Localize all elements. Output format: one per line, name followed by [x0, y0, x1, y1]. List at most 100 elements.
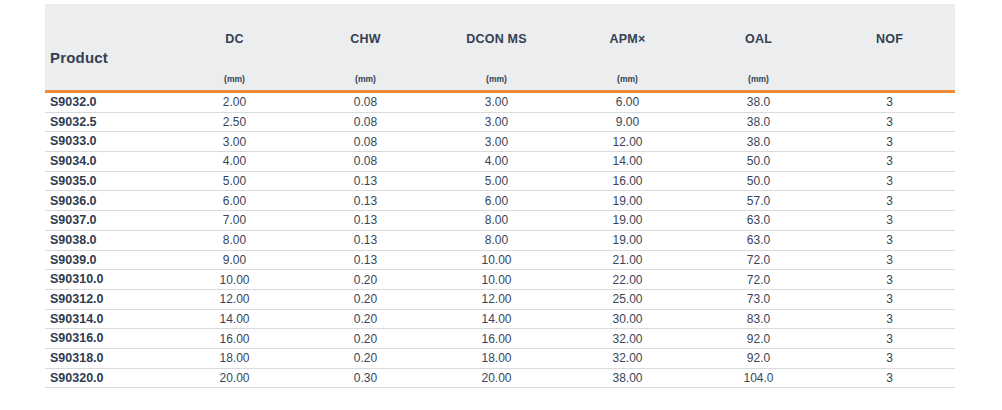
value-cell: 32.00	[562, 348, 693, 368]
value-cell: 3	[824, 329, 955, 349]
column-unit-dconms: (mm)	[431, 68, 562, 92]
value-cell: 10.00	[431, 250, 562, 270]
value-cell: 3	[824, 289, 955, 309]
value-cell: 38.0	[693, 92, 824, 113]
value-cell: 0.13	[300, 250, 431, 270]
value-cell: 72.0	[693, 270, 824, 290]
product-cell: S9035.0	[45, 171, 169, 191]
value-cell: 3	[824, 92, 955, 113]
product-cell: S90318.0	[45, 348, 169, 368]
column-header-dconms: DCON MS	[431, 4, 562, 68]
value-cell: 72.0	[693, 250, 824, 270]
value-cell: 2.50	[169, 112, 300, 132]
product-cell: S90314.0	[45, 309, 169, 329]
value-cell: 3	[824, 368, 955, 388]
value-cell: 0.20	[300, 329, 431, 349]
value-cell: 3.00	[431, 92, 562, 113]
column-unit-dc: (mm)	[169, 68, 300, 92]
value-cell: 19.00	[562, 191, 693, 211]
value-cell: 16.00	[169, 329, 300, 349]
table-row: S90320.020.000.3020.0038.00104.03	[45, 368, 955, 388]
value-cell: 3	[824, 132, 955, 152]
value-cell: 12.00	[431, 289, 562, 309]
product-cell: S90312.0	[45, 289, 169, 309]
value-cell: 38.0	[693, 112, 824, 132]
value-cell: 3	[824, 309, 955, 329]
header-label-row: Product DC CHW DCON MS APM× OAL NOF	[45, 4, 955, 68]
value-cell: 18.00	[431, 348, 562, 368]
value-cell: 0.13	[300, 191, 431, 211]
value-cell: 3.00	[431, 132, 562, 152]
value-cell: 5.00	[431, 171, 562, 191]
value-cell: 14.00	[431, 309, 562, 329]
table-row: S90314.014.000.2014.0030.0083.03	[45, 309, 955, 329]
value-cell: 32.00	[562, 329, 693, 349]
value-cell: 0.20	[300, 270, 431, 290]
product-cell: S9037.0	[45, 211, 169, 231]
table-row: S9039.09.000.1310.0021.0072.03	[45, 250, 955, 270]
value-cell: 3	[824, 230, 955, 250]
table-row: S9032.02.000.083.006.0038.03	[45, 92, 955, 113]
header-unit-row: (mm) (mm) (mm) (mm) (mm)	[45, 68, 955, 92]
value-cell: 18.00	[169, 348, 300, 368]
column-header-oal: OAL	[693, 4, 824, 68]
value-cell: 3	[824, 191, 955, 211]
value-cell: 63.0	[693, 230, 824, 250]
table-row: S9035.05.000.135.0016.0050.03	[45, 171, 955, 191]
column-unit-apmx: (mm)	[562, 68, 693, 92]
value-cell: 3	[824, 171, 955, 191]
value-cell: 3.00	[431, 112, 562, 132]
value-cell: 14.00	[562, 152, 693, 172]
value-cell: 0.08	[300, 132, 431, 152]
column-unit-product	[45, 68, 169, 92]
value-cell: 9.00	[169, 250, 300, 270]
value-cell: 0.20	[300, 289, 431, 309]
value-cell: 0.13	[300, 230, 431, 250]
value-cell: 19.00	[562, 230, 693, 250]
product-cell: S9034.0	[45, 152, 169, 172]
table-row: S9036.06.000.136.0019.0057.03	[45, 191, 955, 211]
table-row: S90310.010.000.2010.0022.0072.03	[45, 270, 955, 290]
value-cell: 6.00	[431, 191, 562, 211]
value-cell: 92.0	[693, 348, 824, 368]
value-cell: 16.00	[562, 171, 693, 191]
value-cell: 4.00	[431, 152, 562, 172]
column-header-nof: NOF	[824, 4, 955, 68]
value-cell: 0.13	[300, 171, 431, 191]
value-cell: 5.00	[169, 171, 300, 191]
table-row: S9032.52.500.083.009.0038.03	[45, 112, 955, 132]
value-cell: 20.00	[431, 368, 562, 388]
value-cell: 50.0	[693, 171, 824, 191]
table-row: S9034.04.000.084.0014.0050.03	[45, 152, 955, 172]
value-cell: 12.00	[562, 132, 693, 152]
value-cell: 3	[824, 348, 955, 368]
value-cell: 9.00	[562, 112, 693, 132]
table-body: S9032.02.000.083.006.0038.03S9032.52.500…	[45, 92, 955, 388]
product-cell: S9036.0	[45, 191, 169, 211]
value-cell: 0.08	[300, 92, 431, 113]
product-cell: S90316.0	[45, 329, 169, 349]
value-cell: 8.00	[169, 230, 300, 250]
value-cell: 63.0	[693, 211, 824, 231]
value-cell: 57.0	[693, 191, 824, 211]
value-cell: 92.0	[693, 329, 824, 349]
column-unit-chw: (mm)	[300, 68, 431, 92]
value-cell: 6.00	[169, 191, 300, 211]
value-cell: 104.0	[693, 368, 824, 388]
value-cell: 0.30	[300, 368, 431, 388]
value-cell: 0.20	[300, 309, 431, 329]
value-cell: 0.08	[300, 152, 431, 172]
table-row: S90316.016.000.2016.0032.0092.03	[45, 329, 955, 349]
value-cell: 10.00	[169, 270, 300, 290]
value-cell: 3	[824, 112, 955, 132]
column-header-apmx: APM×	[562, 4, 693, 68]
table-row: S9037.07.000.138.0019.0063.03	[45, 211, 955, 231]
product-cell: S9039.0	[45, 250, 169, 270]
value-cell: 21.00	[562, 250, 693, 270]
value-cell: 6.00	[562, 92, 693, 113]
table-row: S90312.012.000.2012.0025.0073.03	[45, 289, 955, 309]
value-cell: 22.00	[562, 270, 693, 290]
product-cell: S9033.0	[45, 132, 169, 152]
value-cell: 4.00	[169, 152, 300, 172]
value-cell: 3	[824, 250, 955, 270]
